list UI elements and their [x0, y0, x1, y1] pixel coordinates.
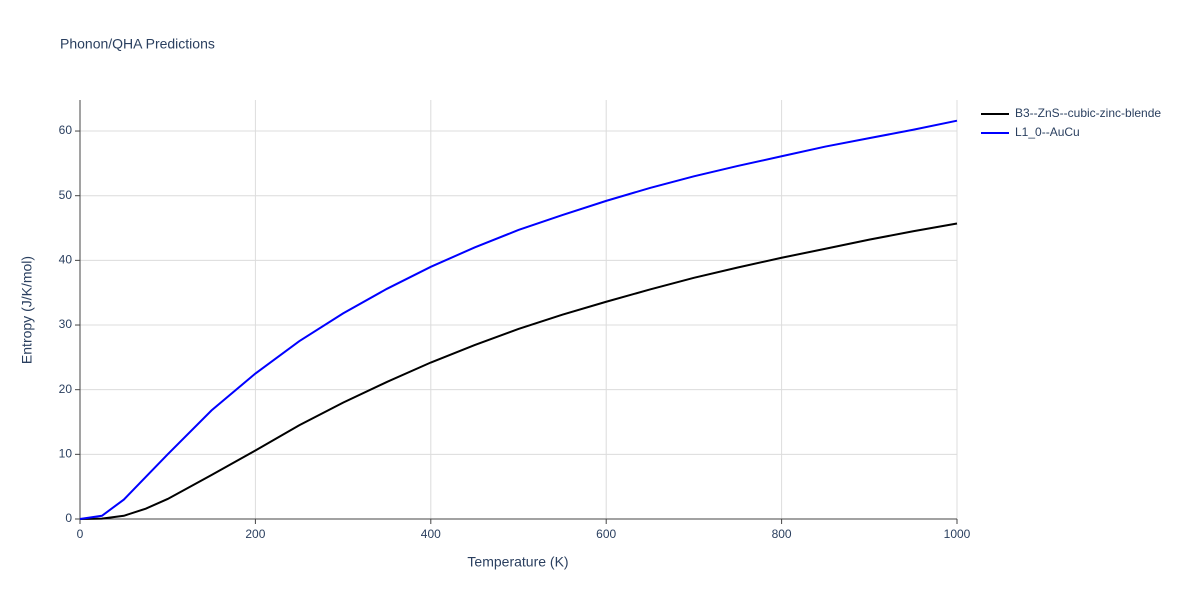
chart-title: Phonon/QHA Predictions: [60, 36, 215, 52]
y-tick-label: 40: [59, 253, 73, 267]
y-axis-title: Entropy (J/K/mol): [19, 256, 35, 364]
y-tick-label: 20: [59, 382, 73, 396]
x-tick-label: 1000: [944, 527, 971, 541]
series-line: [79, 119, 958, 520]
y-tick-label: 50: [59, 188, 73, 202]
y-tick-label: 0: [65, 511, 72, 525]
x-tick-label: 400: [421, 527, 441, 541]
x-tick-label: 800: [772, 527, 792, 541]
y-tick-label: 10: [59, 447, 73, 461]
x-tick-label: 600: [596, 527, 616, 541]
x-tick-label: 0: [77, 527, 84, 541]
y-tick-label: 30: [59, 317, 73, 331]
legend-label: L1_0--AuCu: [1015, 125, 1080, 139]
legend-label: B3--ZnS--cubic-zinc-blende: [1015, 106, 1161, 120]
series-line: [79, 222, 958, 520]
x-tick-label: 200: [245, 527, 265, 541]
x-axis-title: Temperature (K): [467, 554, 568, 570]
y-tick-label: 60: [59, 123, 73, 137]
